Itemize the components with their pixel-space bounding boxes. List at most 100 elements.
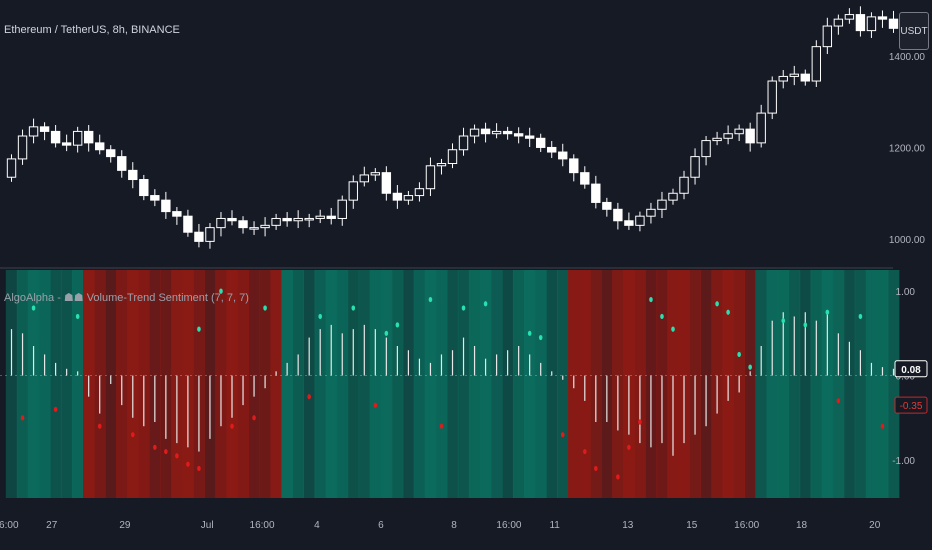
bull-dot	[483, 301, 488, 307]
x-tick-label: 16:00	[734, 520, 759, 531]
sentiment-dots	[20, 288, 885, 480]
bull-dot	[31, 305, 36, 311]
zone-bull	[369, 270, 382, 498]
zone-bull	[490, 270, 503, 498]
bull-dot	[649, 296, 653, 303]
candle-down	[580, 172, 590, 185]
signal-value-label: -0.35	[900, 401, 923, 412]
current-value-label: 0.08	[901, 365, 921, 376]
candle-up	[635, 215, 645, 226]
bear-dot	[880, 423, 885, 429]
x-tick-label: 6	[378, 520, 384, 531]
candle-up	[712, 137, 722, 142]
bull-dot	[803, 322, 808, 328]
x-tick-label: 13	[622, 520, 634, 531]
candle-down	[183, 215, 193, 233]
candle-down	[800, 73, 810, 82]
candle-down	[326, 215, 336, 219]
currency-button[interactable]: USDT	[899, 12, 929, 50]
bull-dot	[527, 330, 532, 336]
zone-bull	[380, 270, 393, 498]
zone-bull	[832, 270, 845, 498]
bull-dot	[660, 313, 664, 320]
bull-dot	[263, 305, 267, 311]
zone-bull	[479, 270, 492, 498]
candle-up	[701, 140, 711, 158]
candle-up	[668, 192, 678, 201]
candle-up	[789, 73, 799, 77]
bear-dot	[616, 474, 620, 480]
candle-up	[767, 80, 777, 114]
candle-down	[106, 149, 116, 158]
zone-bull	[512, 270, 525, 498]
candle-down	[238, 220, 248, 229]
zone-bull	[314, 270, 327, 498]
bear-dot	[153, 444, 157, 450]
zone-bull	[810, 270, 823, 498]
symbol-title: Ethereum / TetherUS, 8h, BINANCE	[4, 24, 180, 36]
x-tick-label: 16:00	[0, 520, 19, 531]
zone-bull	[876, 270, 889, 498]
signal-value-badge	[894, 396, 928, 414]
price-tick-label: 1200.00	[889, 143, 926, 154]
x-tick-label: 11	[549, 520, 560, 531]
candle-up	[6, 158, 17, 178]
candle-up	[811, 46, 822, 82]
x-tick-label: 15	[686, 520, 698, 531]
bear-dot	[582, 448, 587, 455]
candle-down	[558, 151, 568, 160]
bear-dot	[97, 423, 102, 429]
candle-up	[216, 217, 226, 229]
zone-bull	[325, 270, 338, 498]
bear-dot	[20, 415, 25, 421]
bear-dot	[373, 402, 378, 408]
x-tick-label: Jul	[201, 520, 214, 531]
candle-up	[205, 227, 215, 242]
zone-bull	[49, 270, 62, 498]
zone-bull	[446, 270, 459, 498]
candle-down	[139, 179, 149, 197]
zone-bull	[468, 270, 481, 498]
zone-bear	[270, 270, 283, 498]
candle-down	[547, 146, 557, 153]
bull-dot	[351, 305, 356, 311]
zone-bear	[744, 270, 757, 498]
bear-dot	[594, 465, 598, 472]
candle-down	[282, 217, 292, 222]
zone-bull	[546, 270, 558, 498]
candle-up	[28, 126, 39, 137]
candle-up	[315, 215, 325, 219]
bull-dot	[219, 288, 223, 294]
candle-up	[756, 112, 766, 144]
candle-up	[822, 25, 833, 48]
candle-down	[591, 183, 601, 203]
candle-up	[304, 217, 314, 221]
candle-up	[72, 130, 83, 146]
candle-up	[425, 165, 436, 190]
x-tick-label: 18	[796, 520, 808, 531]
bull-dot	[715, 301, 719, 307]
zone-bull	[5, 270, 18, 498]
candle-down	[392, 192, 403, 201]
zone-bull	[38, 270, 51, 498]
candle-down	[480, 128, 491, 135]
candle-down	[95, 142, 105, 151]
zone-bull	[557, 270, 569, 498]
candle-down	[855, 14, 866, 32]
bear-dot	[638, 419, 642, 425]
x-axis: 16:00 27 29 Jul 16:00 4 6 8 16:00 11 13 15 16:00 18 20	[0, 520, 881, 531]
candle-up	[723, 133, 733, 139]
grid	[0, 267, 893, 377]
zone-bull	[523, 270, 536, 498]
bear-dot	[186, 461, 190, 467]
candle-down	[150, 195, 160, 201]
price-tick-label: 1000.00	[889, 235, 926, 246]
bear-dot	[53, 406, 58, 412]
candle-down	[50, 130, 61, 144]
bear-dot	[439, 423, 444, 429]
candle-down	[613, 208, 623, 222]
bull-dot	[395, 322, 400, 328]
zone-bull	[424, 270, 437, 498]
zone-bull	[501, 270, 514, 498]
